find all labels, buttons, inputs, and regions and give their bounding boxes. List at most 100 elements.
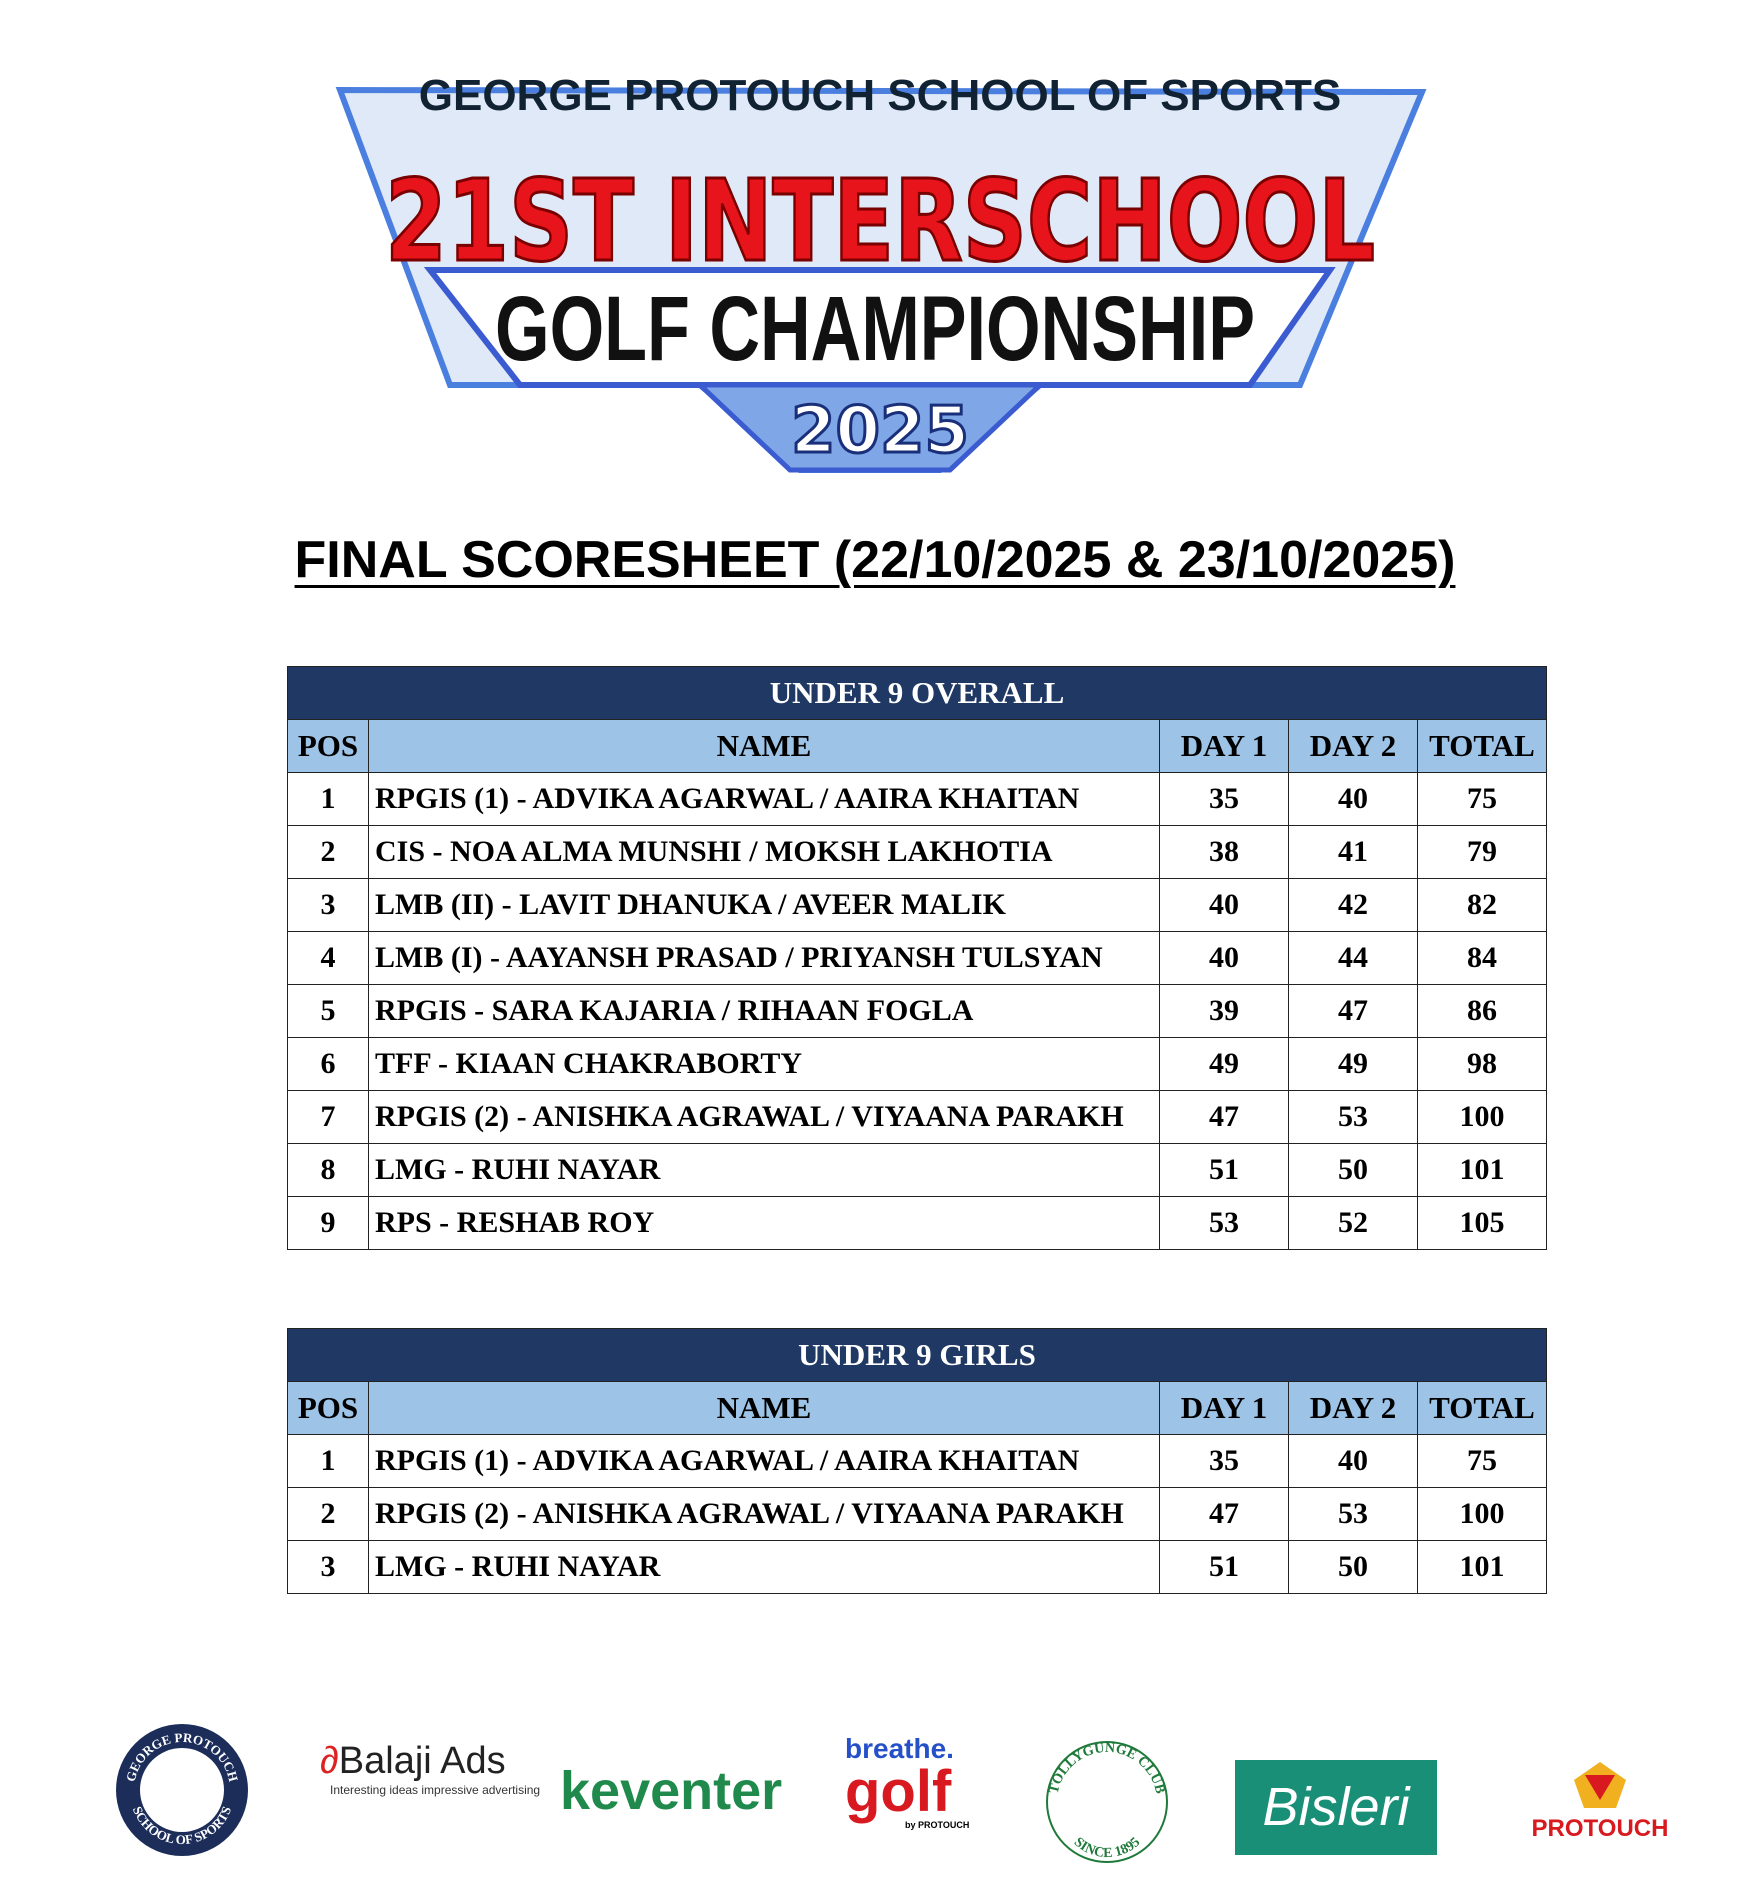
- total-score: 75: [1416, 1434, 1548, 1488]
- position: 3: [287, 878, 369, 932]
- day1-score: 47: [1159, 1090, 1289, 1144]
- score-row: 9 RPS - RESHAB ROY 53 52 105: [287, 1196, 1548, 1250]
- day2-score: 41: [1288, 825, 1418, 879]
- header-row: POS NAME DAY 1 DAY 2 TOTAL: [287, 719, 1548, 773]
- score-row: 2 RPGIS (2) - ANISHKA AGRAWAL / VIYAANA P…: [287, 1487, 1548, 1541]
- day2-score: 53: [1288, 1487, 1418, 1541]
- day2-score: 49: [1288, 1037, 1418, 1091]
- team-name: RPGIS (1) - ADVIKA AGARWAL / AAIRA KHAIT…: [368, 1434, 1160, 1488]
- score-row: 1 RPGIS (1) - ADVIKA AGARWAL / AAIRA KHAI…: [287, 1434, 1548, 1488]
- position: 1: [287, 772, 369, 826]
- score-row: 2 CIS - NOA ALMA MUNSHI / MOKSH LAKHOTIA 3…: [287, 825, 1548, 879]
- team-name: RPS - RESHAB ROY: [368, 1196, 1160, 1250]
- team-name: TFF - KIAAN CHAKRABORTY: [368, 1037, 1160, 1091]
- day1-score: 40: [1159, 931, 1289, 985]
- score-row: 5 RPGIS - SARA KAJARIA / RIHAAN FOGLA 39 47…: [287, 984, 1548, 1038]
- protouch-icon: [1574, 1762, 1626, 1808]
- balaji-name: Balaji Ads: [338, 1740, 506, 1782]
- column-header: NAME: [368, 1381, 1160, 1435]
- position: 8: [287, 1143, 369, 1197]
- position: 5: [287, 984, 369, 1038]
- day2-score: 50: [1288, 1540, 1418, 1594]
- day2-score: 40: [1288, 1434, 1418, 1488]
- total-score: 86: [1416, 984, 1548, 1038]
- score-row: 3 LMG - RUHI NAYAR 51 50 101: [287, 1540, 1548, 1594]
- team-name: RPGIS (2) - ANISHKA AGRAWAL / VIYAANA PA…: [368, 1487, 1160, 1541]
- score-row: 3 LMB (II) - LAVIT DHANUKA / AVEER MALIK 4…: [287, 878, 1548, 932]
- day1-score: 51: [1159, 1143, 1289, 1197]
- score-table: UNDER 9 GIRLS POS NAME DAY 1 DAY 2 TOTAL 1 RPGI…: [286, 1328, 1548, 1594]
- column-header: DAY 1: [1159, 719, 1289, 773]
- team-name: RPGIS (1) - ADVIKA AGARWAL / AAIRA KHAIT…: [368, 772, 1160, 826]
- score-row: 4 LMB (I) - AAYANSH PRASAD / PRIYANSH TUL…: [287, 931, 1548, 985]
- score-table: UNDER 9 OVERALL POS NAME DAY 1 DAY 2 TOTAL 1 RP…: [286, 666, 1548, 1250]
- score-row: 8 LMG - RUHI NAYAR 51 50 101: [287, 1143, 1548, 1197]
- column-header: TOTAL: [1416, 719, 1548, 773]
- logo-year-tab: [693, 382, 1047, 473]
- balaji-tagline: Interesting ideas impressive advertising: [330, 1783, 541, 1797]
- team-name: RPGIS - SARA KAJARIA / RIHAAN FOGLA: [368, 984, 1160, 1038]
- position: 4: [287, 931, 369, 985]
- day2-score: 50: [1288, 1143, 1418, 1197]
- protouch-logo: PROTOUCH: [1515, 1760, 1685, 1843]
- school-logo: GEORGE PROTOUCH SCHOOL OF SPORTS: [116, 1724, 248, 1856]
- column-header: DAY 2: [1288, 1381, 1418, 1435]
- position: 7: [287, 1090, 369, 1144]
- team-name: LMB (I) - AAYANSH PRASAD / PRIYANSH TULS…: [368, 931, 1160, 985]
- heading-text: FINAL SCORESHEET (22/10/2025 & 23/10/202…: [294, 531, 1456, 589]
- column-header: TOTAL: [1416, 1381, 1548, 1435]
- team-name: RPGIS (2) - ANISHKA AGRAWAL / VIYAANA PA…: [368, 1090, 1160, 1144]
- score-row: 1 RPGIS (1) - ADVIKA AGARWAL / AAIRA KHAI…: [287, 772, 1548, 826]
- breathe-golf-logo: breathe. golf by PROTOUCH: [845, 1735, 969, 1830]
- column-header: POS: [287, 719, 369, 773]
- day2-score: 42: [1288, 878, 1418, 932]
- day1-score: 39: [1159, 984, 1289, 1038]
- tollygunge-logo: TOLLYGUNGE CLUB SINCE 1895: [1046, 1741, 1168, 1863]
- logo-band: [423, 267, 1336, 388]
- team-name: LMG - RUHI NAYAR: [368, 1143, 1160, 1197]
- logo-subtitle: GOLF CHAMPIONSHIP: [495, 278, 1255, 380]
- title-row: UNDER 9 OVERALL: [286, 666, 1548, 720]
- total-score: 84: [1416, 931, 1548, 985]
- balaji-logo: ∂Balaji Ads Interesting ideas impressive…: [320, 1740, 541, 1797]
- day1-score: 53: [1159, 1196, 1289, 1250]
- day1-score: 49: [1159, 1037, 1289, 1091]
- column-header: POS: [287, 1381, 369, 1435]
- total-score: 101: [1416, 1143, 1548, 1197]
- heading: FINAL SCORESHEET (22/10/2025 & 23/10/202…: [0, 530, 1750, 590]
- event-logo: GEORGE PROTOUCH SCHOOL OF SPORTS 21ST IN…: [335, 71, 1427, 473]
- day1-score: 35: [1159, 772, 1289, 826]
- total-score: 105: [1416, 1196, 1548, 1250]
- column-header: DAY 1: [1159, 1381, 1289, 1435]
- position: 3: [287, 1540, 369, 1594]
- protouch-name: PROTOUCH: [1531, 1815, 1669, 1842]
- total-score: 100: [1416, 1487, 1548, 1541]
- table-title: UNDER 9 GIRLS: [286, 1328, 1548, 1382]
- bisleri-logo: Bisleri: [1235, 1760, 1437, 1855]
- total-score: 82: [1416, 878, 1548, 932]
- keventer-logo: keventer: [560, 1761, 783, 1821]
- logo-event: 21ST INTERSCHOOL: [385, 157, 1375, 287]
- table-title: UNDER 9 OVERALL: [286, 666, 1548, 720]
- title-row: UNDER 9 GIRLS: [286, 1328, 1548, 1382]
- position: 2: [287, 825, 369, 879]
- score-row: 7 RPGIS (2) - ANISHKA AGRAWAL / VIYAANA P…: [287, 1090, 1548, 1144]
- column-header: NAME: [368, 719, 1160, 773]
- day1-score: 51: [1159, 1540, 1289, 1594]
- day1-score: 35: [1159, 1434, 1289, 1488]
- logo-organizer: GEORGE PROTOUCH SCHOOL OF SPORTS: [419, 71, 1341, 120]
- score-row: 6 TFF - KIAAN CHAKRABORTY 49 49 98: [287, 1037, 1548, 1091]
- team-name: CIS - NOA ALMA MUNSHI / MOKSH LAKHOTIA: [368, 825, 1160, 879]
- day2-score: 47: [1288, 984, 1418, 1038]
- team-name: LMG - RUHI NAYAR: [368, 1540, 1160, 1594]
- total-score: 101: [1416, 1540, 1548, 1594]
- by-protouch: by PROTOUCH: [905, 1820, 970, 1830]
- total-score: 100: [1416, 1090, 1548, 1144]
- position: 1: [287, 1434, 369, 1488]
- day2-score: 40: [1288, 772, 1418, 826]
- golf-text: golf: [845, 1759, 952, 1824]
- position: 2: [287, 1487, 369, 1541]
- total-score: 75: [1416, 772, 1548, 826]
